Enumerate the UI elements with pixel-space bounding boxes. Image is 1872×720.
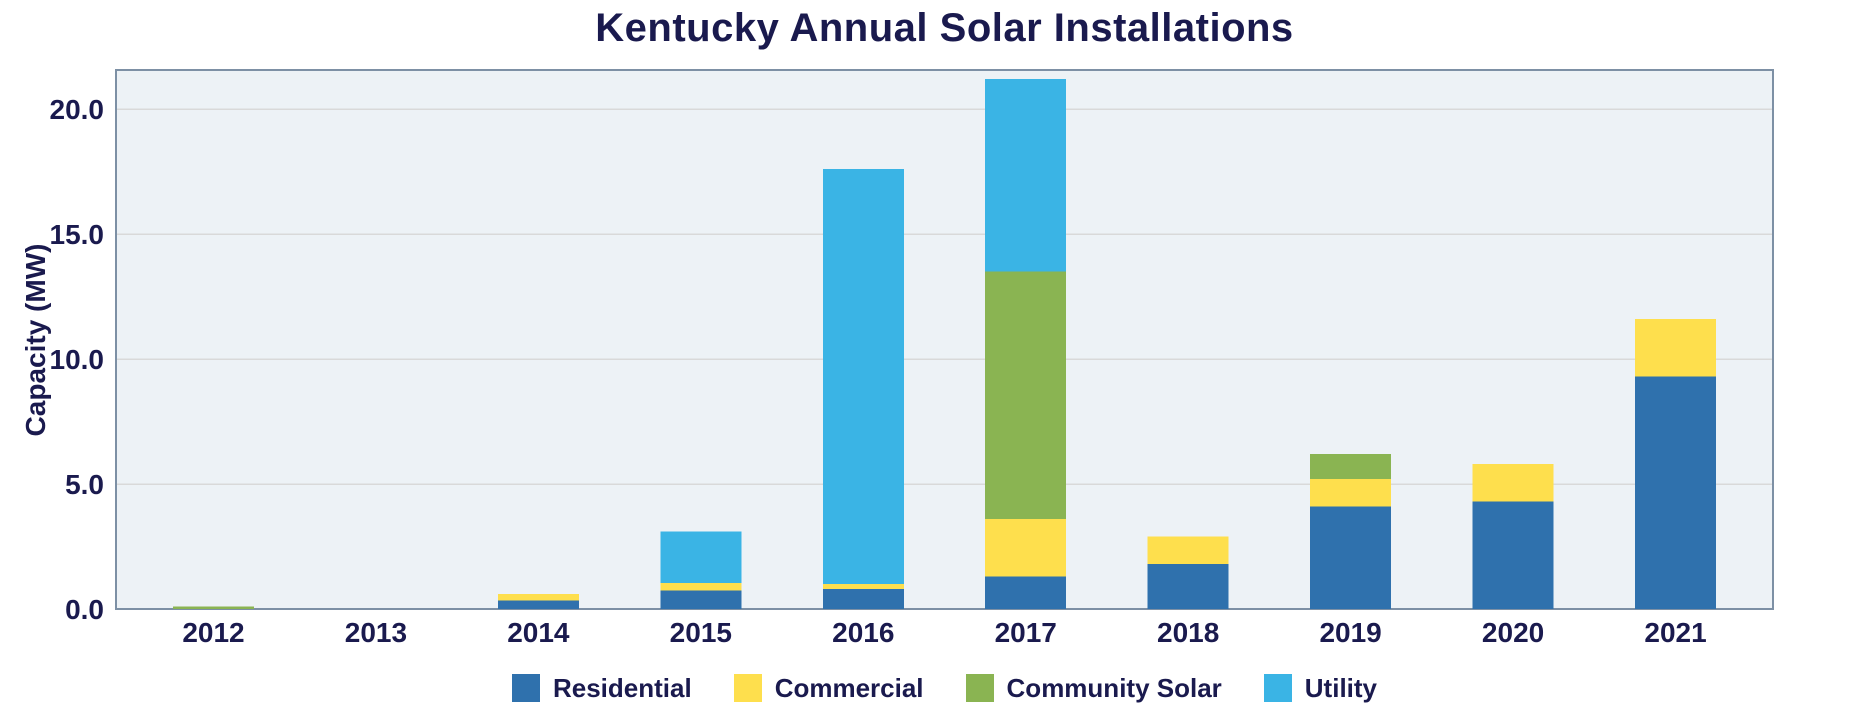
x-tick-label: 2020 (1482, 617, 1544, 648)
x-tick-label: 2018 (1157, 617, 1219, 648)
x-tick-label: 2014 (507, 617, 570, 648)
bar-segment-2019-community-solar (1310, 454, 1392, 479)
bar-segment-2018-residential (1147, 564, 1229, 609)
x-tick-label: 2017 (995, 617, 1057, 648)
bar-segment-2015-commercial (660, 582, 742, 591)
bar-segment-2014-residential (497, 600, 579, 609)
bar-segment-2017-utility (985, 79, 1067, 272)
legend-item-residential: Residential (511, 673, 692, 703)
legend-item-community-solar: Community Solar (965, 673, 1222, 703)
bar-segment-2012-community-solar (172, 606, 254, 609)
legend-label: Commercial (774, 673, 924, 703)
legend-swatch (733, 674, 762, 702)
bar-segment-2017-residential (985, 576, 1067, 609)
legend: Residential Commercial Community Solar Util… (116, 674, 1773, 702)
y-tick-label: 0.0 (65, 594, 104, 625)
x-tick-label: 2015 (670, 617, 732, 648)
bar-segment-2016-residential (822, 589, 904, 609)
y-tick-label: 5.0 (65, 469, 104, 500)
bar-segment-2021-commercial (1635, 319, 1717, 377)
bar-segment-2015-residential (660, 590, 742, 609)
legend-label: Community Solar (1006, 673, 1222, 703)
bar-segment-2016-commercial (822, 584, 904, 589)
legend-swatch (1263, 674, 1292, 702)
bar-segment-2019-residential (1310, 506, 1392, 609)
bar-segment-2014-commercial (497, 594, 579, 601)
x-tick-label: 2016 (832, 617, 894, 648)
legend-label: Utility (1304, 673, 1378, 703)
x-tick-label: 2019 (1319, 617, 1381, 648)
legend-swatch (511, 674, 540, 702)
bar-segment-2016-utility (822, 169, 904, 584)
bar-segment-2018-commercial (1147, 536, 1229, 564)
y-tick-label: 10.0 (50, 344, 105, 375)
x-tick-label: 2021 (1644, 617, 1706, 648)
bar-segment-2015-utility (660, 531, 742, 583)
legend-item-commercial: Commercial (733, 673, 924, 703)
legend-swatch (965, 674, 994, 702)
bar-segment-2020-residential (1472, 501, 1554, 609)
chart-title: Kentucky Annual Solar Installations (595, 6, 1294, 50)
bar-segment-2017-commercial (985, 519, 1067, 577)
y-tick-label: 20.0 (50, 94, 105, 125)
bar-segment-2019-commercial (1310, 479, 1392, 507)
plot-border (115, 69, 1774, 610)
legend-label: Residential (552, 673, 692, 703)
bar-segment-2021-residential (1635, 376, 1717, 609)
x-tick-label: 2012 (182, 617, 244, 648)
bar-segment-2017-community-solar (985, 271, 1067, 519)
y-tick-label: 15.0 (50, 219, 105, 250)
bar-segment-2020-commercial (1472, 464, 1554, 502)
legend-item-utility: Utility (1263, 673, 1378, 703)
x-tick-label: 2013 (345, 617, 407, 648)
